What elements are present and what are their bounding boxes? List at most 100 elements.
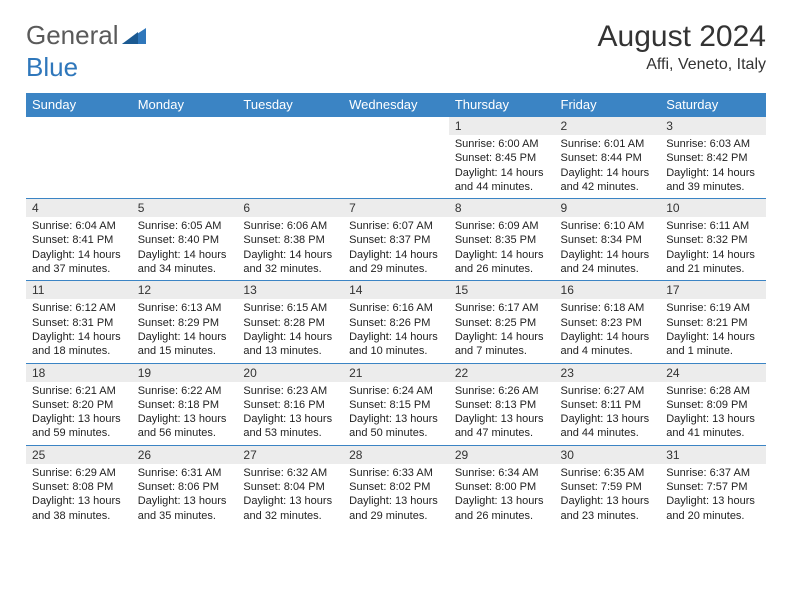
- daylight-text: Daylight: 13 hours and 50 minutes.: [349, 412, 443, 441]
- daylight-text: Daylight: 14 hours and 15 minutes.: [138, 330, 232, 359]
- day-detail-cell: Sunrise: 6:01 AMSunset: 8:44 PMDaylight:…: [555, 135, 661, 199]
- sunrise-text: Sunrise: 6:34 AM: [455, 466, 549, 480]
- day-number-cell: 18: [26, 363, 132, 382]
- sunset-text: Sunset: 8:06 PM: [138, 480, 232, 494]
- weekday-header: Saturday: [660, 93, 766, 117]
- daylight-text: Daylight: 13 hours and 26 minutes.: [455, 494, 549, 523]
- day-detail-cell: Sunrise: 6:19 AMSunset: 8:21 PMDaylight:…: [660, 299, 766, 363]
- day-detail-cell: Sunrise: 6:03 AMSunset: 8:42 PMDaylight:…: [660, 135, 766, 199]
- day-number-cell: [237, 117, 343, 136]
- sunrise-text: Sunrise: 6:01 AM: [561, 137, 655, 151]
- sunrise-text: Sunrise: 6:07 AM: [349, 219, 443, 233]
- sunset-text: Sunset: 8:23 PM: [561, 316, 655, 330]
- day-number-cell: [132, 117, 238, 136]
- sunset-text: Sunset: 8:45 PM: [455, 151, 549, 165]
- logo: General: [26, 20, 146, 51]
- daylight-text: Daylight: 14 hours and 44 minutes.: [455, 166, 549, 195]
- day-detail-cell: Sunrise: 6:33 AMSunset: 8:02 PMDaylight:…: [343, 464, 449, 527]
- sunrise-text: Sunrise: 6:11 AM: [666, 219, 760, 233]
- day-number-cell: [26, 117, 132, 136]
- sunrise-text: Sunrise: 6:10 AM: [561, 219, 655, 233]
- sunrise-text: Sunrise: 6:12 AM: [32, 301, 126, 315]
- logo-text-blue: Blue: [26, 52, 78, 83]
- daylight-text: Daylight: 13 hours and 29 minutes.: [349, 494, 443, 523]
- day-number-cell: 12: [132, 281, 238, 300]
- day-detail-cell: Sunrise: 6:12 AMSunset: 8:31 PMDaylight:…: [26, 299, 132, 363]
- sunrise-text: Sunrise: 6:18 AM: [561, 301, 655, 315]
- day-number-row: 45678910: [26, 199, 766, 218]
- day-detail-row: Sunrise: 6:21 AMSunset: 8:20 PMDaylight:…: [26, 382, 766, 446]
- day-number-cell: 2: [555, 117, 661, 136]
- day-number-cell: 1: [449, 117, 555, 136]
- sunset-text: Sunset: 8:00 PM: [455, 480, 549, 494]
- daylight-text: Daylight: 14 hours and 7 minutes.: [455, 330, 549, 359]
- location: Affi, Veneto, Italy: [598, 56, 766, 74]
- daylight-text: Daylight: 13 hours and 47 minutes.: [455, 412, 549, 441]
- day-detail-cell: [132, 135, 238, 199]
- day-detail-row: Sunrise: 6:12 AMSunset: 8:31 PM Daylight:…: [26, 299, 766, 363]
- daylight-text: Daylight: 13 hours and 59 minutes.: [32, 412, 126, 441]
- day-number-cell: 4: [26, 199, 132, 218]
- day-number-cell: 29: [449, 445, 555, 464]
- daylight-text: Daylight: 14 hours and 13 minutes.: [243, 330, 337, 359]
- day-detail-cell: Sunrise: 6:34 AMSunset: 8:00 PMDaylight:…: [449, 464, 555, 527]
- sunset-text: Sunset: 8:35 PM: [455, 233, 549, 247]
- day-number-cell: 13: [237, 281, 343, 300]
- day-detail-cell: Sunrise: 6:05 AMSunset: 8:40 PMDaylight:…: [132, 217, 238, 281]
- sunset-text: Sunset: 8:44 PM: [561, 151, 655, 165]
- day-number-cell: 8: [449, 199, 555, 218]
- daylight-text: Daylight: 14 hours and 42 minutes.: [561, 166, 655, 195]
- sunset-text: Sunset: 8:18 PM: [138, 398, 232, 412]
- sunrise-text: Sunrise: 6:21 AM: [32, 384, 126, 398]
- sunrise-text: Sunrise: 6:27 AM: [561, 384, 655, 398]
- day-number-cell: 6: [237, 199, 343, 218]
- sunrise-text: Sunrise: 6:00 AM: [455, 137, 549, 151]
- day-detail-cell: Sunrise: 6:28 AMSunset: 8:09 PMDaylight:…: [660, 382, 766, 446]
- day-number-cell: 17: [660, 281, 766, 300]
- day-detail-cell: Sunrise: 6:24 AMSunset: 8:15 PMDaylight:…: [343, 382, 449, 446]
- day-number-cell: 16: [555, 281, 661, 300]
- sunrise-text: Sunrise: 6:04 AM: [32, 219, 126, 233]
- sunset-text: Sunset: 8:02 PM: [349, 480, 443, 494]
- sunrise-text: Sunrise: 6:06 AM: [243, 219, 337, 233]
- day-number-cell: 5: [132, 199, 238, 218]
- sunset-text: Sunset: 8:09 PM: [666, 398, 760, 412]
- daylight-text: Daylight: 14 hours and 34 minutes.: [138, 248, 232, 277]
- sunset-text: Sunset: 8:13 PM: [455, 398, 549, 412]
- day-detail-cell: Sunrise: 6:29 AMSunset: 8:08 PMDaylight:…: [26, 464, 132, 527]
- calendar-body: 123 Sunrise: 6:00 AMSunset: 8:45 PMDayli…: [26, 117, 766, 527]
- day-number-cell: 22: [449, 363, 555, 382]
- day-number-cell: 19: [132, 363, 238, 382]
- day-detail-cell: [237, 135, 343, 199]
- day-number-row: 123: [26, 117, 766, 136]
- sunset-text: Sunset: 8:25 PM: [455, 316, 549, 330]
- sunset-text: Sunset: 8:31 PM: [32, 316, 126, 330]
- day-detail-cell: Sunrise: 6:17 AMSunset: 8:25 PMDaylight:…: [449, 299, 555, 363]
- day-detail-cell: Sunrise: 6:31 AMSunset: 8:06 PMDaylight:…: [132, 464, 238, 527]
- day-number-cell: 27: [237, 445, 343, 464]
- sunrise-text: Sunrise: 6:15 AM: [243, 301, 337, 315]
- sunrise-text: Sunrise: 6:24 AM: [349, 384, 443, 398]
- day-number-cell: 28: [343, 445, 449, 464]
- sunset-text: Sunset: 8:41 PM: [32, 233, 126, 247]
- day-detail-cell: Sunrise: 6:04 AMSunset: 8:41 PMDaylight:…: [26, 217, 132, 281]
- day-number-cell: 30: [555, 445, 661, 464]
- day-detail-cell: Sunrise: 6:26 AMSunset: 8:13 PMDaylight:…: [449, 382, 555, 446]
- day-number-cell: 3: [660, 117, 766, 136]
- day-detail-cell: Sunrise: 6:10 AMSunset: 8:34 PMDaylight:…: [555, 217, 661, 281]
- calendar-page: General August 2024 Affi, Veneto, Italy …: [0, 0, 792, 537]
- day-detail-cell: Sunrise: 6:07 AMSunset: 8:37 PMDaylight:…: [343, 217, 449, 281]
- day-detail-cell: Sunrise: 6:09 AMSunset: 8:35 PMDaylight:…: [449, 217, 555, 281]
- day-detail-cell: Sunrise: 6:35 AMSunset: 7:59 PMDaylight:…: [555, 464, 661, 527]
- sunrise-text: Sunrise: 6:13 AM: [138, 301, 232, 315]
- daylight-text: Daylight: 14 hours and 26 minutes.: [455, 248, 549, 277]
- day-number-cell: 20: [237, 363, 343, 382]
- daylight-text: Daylight: 14 hours and 1 minute.: [666, 330, 760, 359]
- day-number-cell: 25: [26, 445, 132, 464]
- sunrise-text: Sunrise: 6:35 AM: [561, 466, 655, 480]
- daylight-text: Daylight: 14 hours and 32 minutes.: [243, 248, 337, 277]
- sunrise-text: Sunrise: 6:26 AM: [455, 384, 549, 398]
- sunrise-text: Sunrise: 6:33 AM: [349, 466, 443, 480]
- daylight-text: Daylight: 13 hours and 32 minutes.: [243, 494, 337, 523]
- day-number-cell: 7: [343, 199, 449, 218]
